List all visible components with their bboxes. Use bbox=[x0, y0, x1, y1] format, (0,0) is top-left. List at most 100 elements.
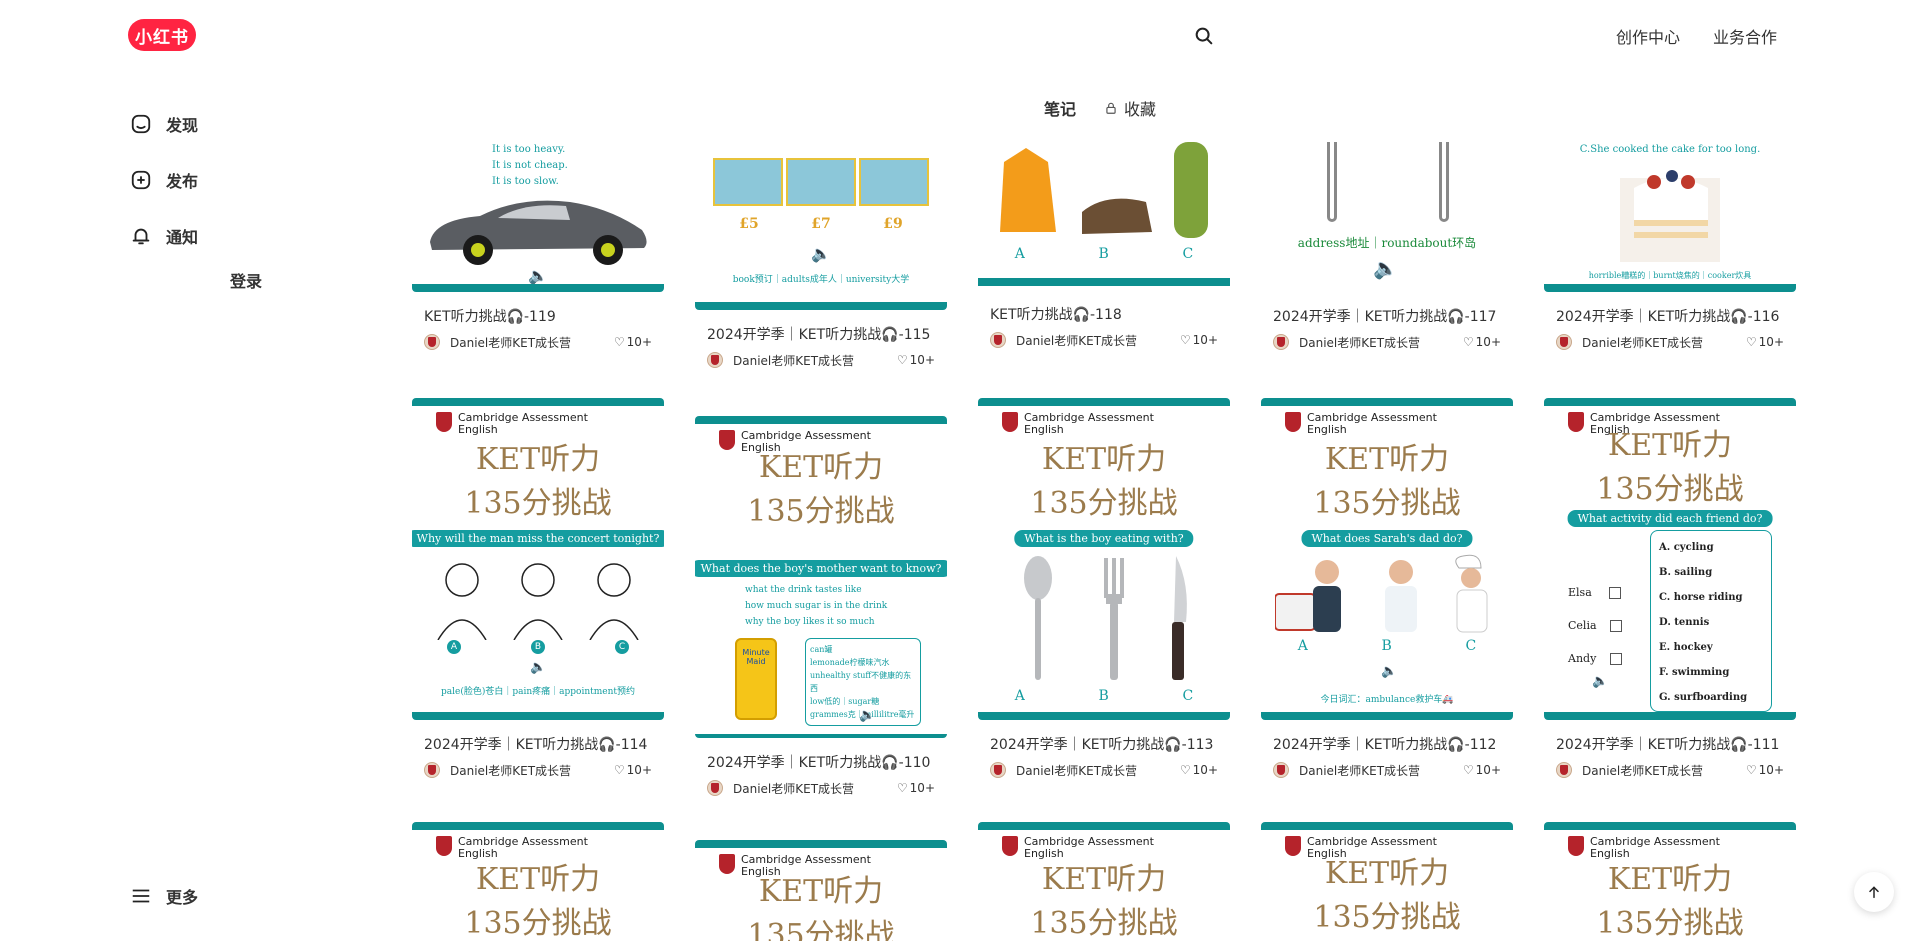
heart-icon[interactable]: ♡ bbox=[1462, 335, 1474, 349]
author-name[interactable]: Daniel老师KET成长营 bbox=[1016, 333, 1138, 348]
author-avatar[interactable] bbox=[707, 780, 723, 796]
heart-icon[interactable]: ♡ bbox=[896, 353, 908, 367]
sidebar-item-discover[interactable]: 发现 bbox=[124, 96, 374, 152]
note-title[interactable]: 2024开学季｜KET听力挑战🎧-114 bbox=[424, 737, 648, 753]
note-title[interactable]: 2024开学季｜KET听力挑战🎧-111 bbox=[1556, 737, 1780, 753]
note-cover[interactable]: address地址｜roundabout环岛 🔈 bbox=[1261, 142, 1513, 292]
note-card[interactable]: Cambridge Assessment English KET听力 135分挑战… bbox=[978, 398, 1230, 780]
more-menu-button[interactable]: 更多 bbox=[130, 884, 198, 908]
author-name[interactable]: Daniel老师KET成长营 bbox=[450, 335, 572, 350]
plus-square-icon bbox=[131, 170, 151, 190]
note-meta: Daniel老师KET成长营 ♡ 10+ bbox=[412, 332, 664, 352]
author-avatar[interactable] bbox=[1556, 762, 1572, 778]
note-card[interactable]: Cambridge Assessment English KET听力 135分挑战 bbox=[1261, 822, 1513, 941]
note-cover[interactable]: Cambridge Assessment English KET听力 135分挑战… bbox=[695, 416, 947, 738]
author-avatar[interactable] bbox=[990, 332, 1006, 348]
note-cover[interactable]: It is too heavy. It is not cheap. It is … bbox=[412, 142, 664, 292]
heart-icon[interactable]: ♡ bbox=[1462, 763, 1474, 777]
login-button[interactable]: 登录 bbox=[230, 272, 263, 291]
note-card[interactable]: Cambridge Assessment English KET听力 135分挑战… bbox=[412, 398, 664, 780]
note-cover[interactable]: Cambridge Assessment English KET听力 135分挑战 bbox=[978, 822, 1230, 941]
heart-icon[interactable]: ♡ bbox=[613, 335, 625, 349]
option-text: It is too slow. bbox=[492, 176, 559, 187]
heart-icon[interactable]: ♡ bbox=[1179, 333, 1191, 347]
note-title[interactable]: 2024开学季｜KET听力挑战🎧-110 bbox=[707, 755, 931, 771]
note-cover[interactable]: Cambridge Assessment English KET听力 135分挑战… bbox=[1544, 398, 1796, 720]
note-card[interactable]: £5 £7 £9 🔈 book预订｜adults成年人｜university大学… bbox=[695, 142, 947, 370]
note-card[interactable]: Cambridge Assessment English KET听力 135分挑战 bbox=[695, 840, 947, 941]
note-cover[interactable]: Cambridge Assessment English KET听力 135分挑战… bbox=[978, 398, 1230, 720]
note-cover[interactable]: £5 £7 £9 🔈 book预订｜adults成年人｜university大学 bbox=[695, 142, 947, 310]
cover-subtitle: 135分挑战 bbox=[747, 918, 895, 941]
cambridge-logo: Cambridge Assessment English bbox=[1285, 836, 1437, 860]
author-avatar[interactable] bbox=[990, 762, 1006, 778]
note-card[interactable]: It is too heavy. It is not cheap. It is … bbox=[412, 142, 664, 352]
author-avatar[interactable] bbox=[424, 334, 440, 350]
note-title[interactable]: 2024开学季｜KET听力挑战🎧-117 bbox=[1273, 309, 1497, 325]
friend-name: Andy bbox=[1568, 652, 1597, 665]
note-card[interactable]: A B C KET听力挑战🎧-118 Daniel老师KET成长营 ♡ 10+ bbox=[978, 142, 1230, 350]
author-avatar[interactable] bbox=[1273, 762, 1289, 778]
sidebar-item-notifications[interactable]: 通知 bbox=[124, 208, 374, 264]
business-link[interactable]: 业务合作 bbox=[1712, 28, 1777, 47]
note-card[interactable]: C.She cooked the cake for too long. horr… bbox=[1544, 142, 1796, 352]
heart-icon[interactable]: ♡ bbox=[613, 763, 625, 777]
note-card[interactable]: Cambridge Assessment English KET听力 135分挑战… bbox=[1544, 398, 1796, 780]
vocab-item: grammes克｜millilitre毫升 bbox=[810, 710, 915, 719]
back-to-top-button[interactable] bbox=[1854, 872, 1894, 912]
note-title[interactable]: 2024开学季｜KET听力挑战🎧-113 bbox=[990, 737, 1214, 753]
option-letter: B bbox=[1381, 638, 1392, 654]
author-avatar[interactable] bbox=[1273, 334, 1289, 350]
author-avatar[interactable] bbox=[424, 762, 440, 778]
author-name[interactable]: Daniel老师KET成长营 bbox=[1299, 763, 1421, 778]
creator-center-link[interactable]: 创作中心 bbox=[1615, 28, 1680, 47]
note-title[interactable]: 2024开学季｜KET听力挑战🎧-116 bbox=[1556, 309, 1780, 325]
note-card[interactable]: Cambridge Assessment English KET听力 135分挑战 bbox=[412, 822, 664, 941]
author-name[interactable]: Daniel老师KET成长营 bbox=[1582, 763, 1704, 778]
author-name[interactable]: Daniel老师KET成长营 bbox=[1299, 335, 1421, 350]
note-card[interactable]: Cambridge Assessment English KET听力 135分挑战 bbox=[978, 822, 1230, 941]
author-name[interactable]: Daniel老师KET成长营 bbox=[1582, 335, 1704, 350]
lock-icon bbox=[1106, 102, 1116, 114]
tab-collections[interactable]: 收藏 bbox=[1104, 96, 1156, 120]
app-logo[interactable]: 小红书 bbox=[128, 19, 196, 51]
author-name[interactable]: Daniel老师KET成长营 bbox=[733, 781, 855, 796]
search-icon[interactable] bbox=[1193, 25, 1215, 47]
cake-image bbox=[1620, 170, 1720, 262]
heart-icon[interactable]: ♡ bbox=[1179, 763, 1191, 777]
heart-icon[interactable]: ♡ bbox=[1745, 763, 1757, 777]
author-name[interactable]: Daniel老师KET成长营 bbox=[450, 763, 572, 778]
like-count: 10+ bbox=[1475, 763, 1501, 777]
sidebar-item-label: 发现 bbox=[166, 116, 199, 135]
sidebar-item-publish[interactable]: 发布 bbox=[124, 152, 374, 208]
cover-title: KET听力 bbox=[1607, 862, 1733, 897]
author-avatar[interactable] bbox=[707, 352, 723, 368]
author-name[interactable]: Daniel老师KET成长营 bbox=[1016, 763, 1138, 778]
heart-icon[interactable]: ♡ bbox=[1745, 335, 1757, 349]
note-cover[interactable]: Cambridge Assessment English KET听力 135分挑战 bbox=[695, 840, 947, 941]
note-cover[interactable]: A B C bbox=[978, 142, 1230, 300]
note-cover[interactable]: Cambridge Assessment English KET听力 135分挑战… bbox=[412, 398, 664, 720]
note-cover[interactable]: C.She cooked the cake for too long. horr… bbox=[1544, 142, 1796, 292]
note-title[interactable]: 2024开学季｜KET听力挑战🎧-112 bbox=[1273, 737, 1497, 753]
tab-notes[interactable]: 笔记 bbox=[1044, 96, 1076, 120]
heart-icon[interactable]: ♡ bbox=[896, 781, 908, 795]
note-cover[interactable]: Cambridge Assessment English KET听力 135分挑战 bbox=[1261, 822, 1513, 941]
note-title[interactable]: KET听力挑战🎧-119 bbox=[424, 309, 556, 325]
note-cover[interactable]: Cambridge Assessment English KET听力 135分挑战 bbox=[1544, 822, 1796, 941]
option-text: It is not cheap. bbox=[492, 160, 568, 171]
note-card[interactable]: Cambridge Assessment English KET听力 135分挑战… bbox=[695, 416, 947, 798]
note-cover[interactable]: Cambridge Assessment English KET听力 135分挑战 bbox=[412, 822, 664, 941]
note-card[interactable]: Cambridge Assessment English KET听力 135分挑战… bbox=[1261, 398, 1513, 780]
vocab-item: low低的｜sugar糖 bbox=[810, 697, 880, 706]
arrow-up-icon bbox=[1869, 886, 1879, 899]
author-avatar[interactable] bbox=[1556, 334, 1572, 350]
note-title[interactable]: 2024开学季｜KET听力挑战🎧-115 bbox=[707, 327, 931, 343]
note-title[interactable]: KET听力挑战🎧-118 bbox=[990, 307, 1122, 323]
vocab-caption: address地址｜roundabout环岛 bbox=[1297, 236, 1477, 250]
note-cover[interactable]: Cambridge Assessment English KET听力 135分挑战… bbox=[1261, 398, 1513, 720]
author-name[interactable]: Daniel老师KET成长营 bbox=[733, 353, 855, 368]
note-card[interactable]: Cambridge Assessment English KET听力 135分挑战 bbox=[1544, 822, 1796, 941]
note-card[interactable]: address地址｜roundabout环岛 🔈 2024开学季｜KET听力挑战… bbox=[1261, 142, 1513, 352]
cambridge-logo: Cambridge Assessment English bbox=[1285, 412, 1437, 436]
